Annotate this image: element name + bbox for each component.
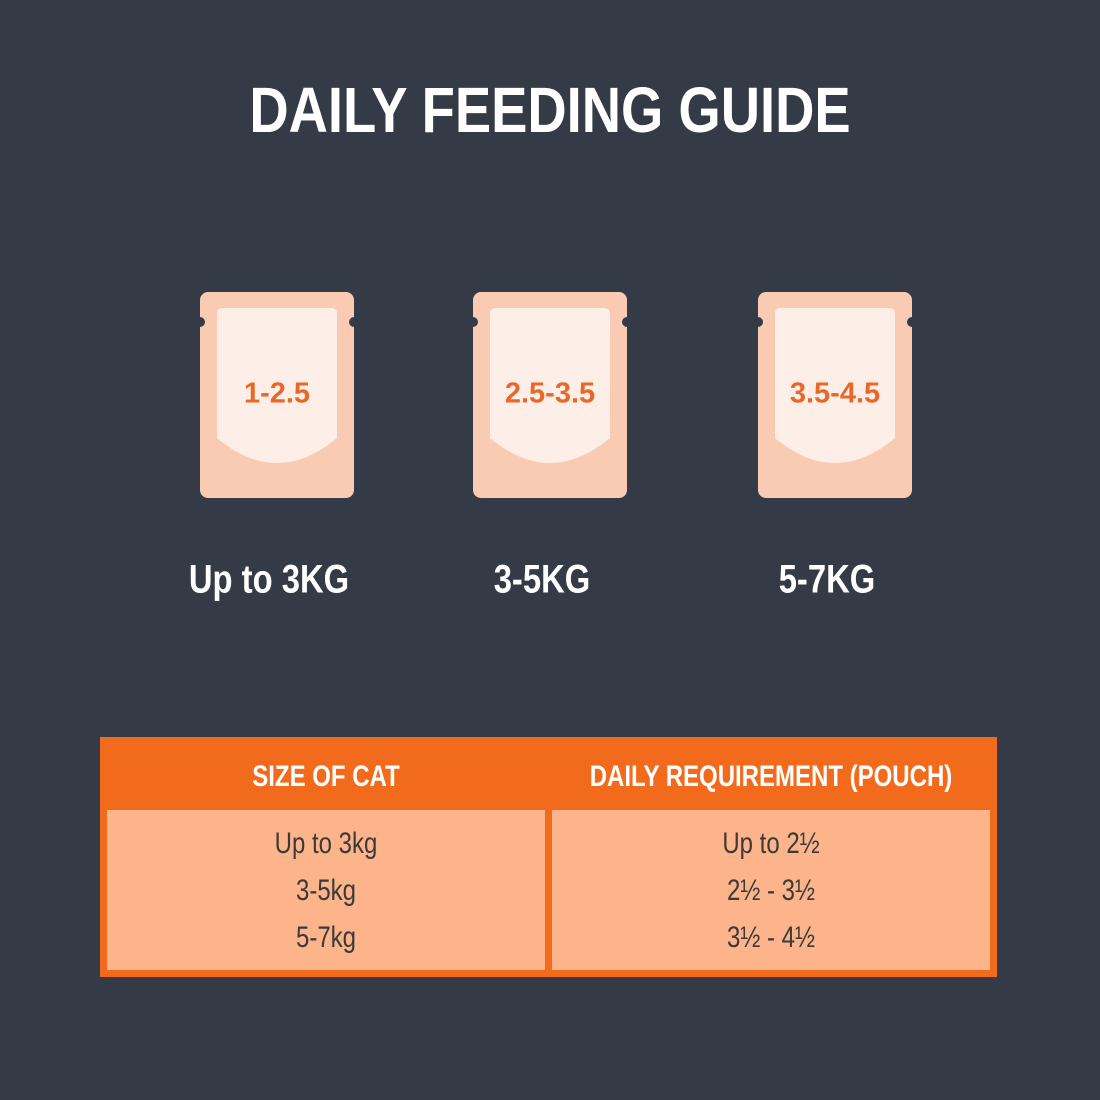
table-cell-text: 3½ - 4½ — [727, 919, 815, 953]
pouch-notch — [468, 317, 478, 327]
pouch-notch — [195, 317, 205, 327]
pouch-notch — [622, 317, 632, 327]
pouch-notch — [907, 317, 917, 327]
title: DAILY FEEDING GUIDE — [249, 74, 850, 146]
pouch-notch — [349, 317, 359, 327]
weight-label: Up to 3KG — [189, 556, 349, 601]
pouch-inner — [775, 308, 895, 463]
pouch-amount: 1-2.5 — [244, 378, 310, 410]
pouch-notch — [753, 317, 763, 327]
pouch-inner — [217, 308, 337, 463]
pouch-inner — [490, 308, 610, 463]
table-cell — [107, 810, 545, 970]
table-header: DAILY REQUIREMENT (POUCH) — [590, 758, 953, 792]
table-cell-text: Up to 2½ — [722, 825, 819, 859]
weight-label: 5-7KG — [779, 556, 876, 601]
pouch-amount: 2.5-3.5 — [505, 378, 595, 410]
table-cell-text: Up to 3kg — [275, 825, 378, 859]
table-header: SIZE OF CAT — [252, 758, 400, 792]
table-cell-text: 2½ - 3½ — [727, 872, 815, 906]
table-cell-text: 3-5kg — [296, 872, 356, 906]
pouch-amount: 3.5-4.5 — [790, 378, 880, 410]
table-cell-text: 5-7kg — [296, 919, 356, 953]
table-cell — [552, 810, 990, 970]
weight-label: 3-5KG — [494, 556, 591, 601]
